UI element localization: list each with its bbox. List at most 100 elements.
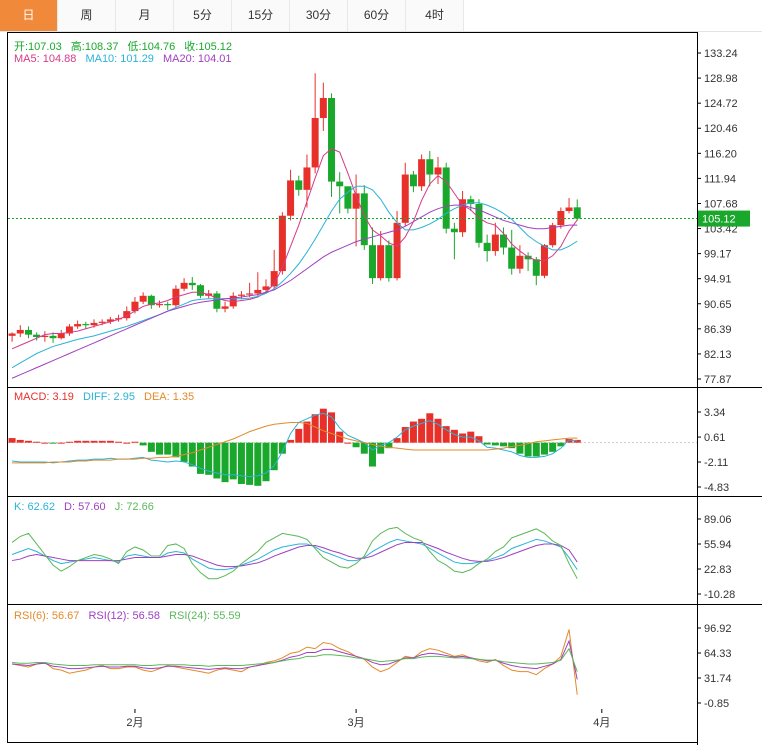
- candle-body: [287, 180, 295, 216]
- macd-bar: [385, 442, 393, 449]
- candle-body: [573, 207, 581, 219]
- candle-body: [33, 334, 41, 338]
- price-axis-label: 133.24: [704, 48, 738, 60]
- macd-bar: [401, 427, 409, 443]
- candle-body: [82, 324, 90, 326]
- macd-bar: [442, 426, 450, 443]
- d-value: D: 57.60: [64, 501, 106, 513]
- macd-legend: MACD: 3.19 DIFF: 2.95 DEA: 1.35: [14, 391, 200, 403]
- macd-bar: [360, 442, 368, 454]
- tab-7[interactable]: 4时: [406, 0, 464, 31]
- macd-bar: [540, 442, 548, 455]
- tab-6[interactable]: 60分: [348, 0, 406, 31]
- macd-bar: [434, 418, 442, 443]
- price-axis-label: 103.42: [704, 224, 738, 236]
- macd-bar: [483, 442, 491, 445]
- candle-body: [377, 245, 385, 279]
- rsi-axis-label: -0.85: [704, 698, 729, 710]
- candle-body: [401, 174, 409, 223]
- candle-body: [319, 97, 327, 118]
- candle-body: [393, 222, 401, 279]
- candle-body: [98, 321, 106, 323]
- candle-body: [270, 271, 278, 287]
- candle-body: [409, 174, 417, 187]
- x-tick-label: 4月: [593, 717, 610, 729]
- candle-body: [24, 329, 32, 335]
- stock-chart[interactable]: 133.24 128.98 124.72 120.46 116.20 111.94 107.…: [0, 31, 762, 745]
- price-axis-label: 116.20: [704, 148, 737, 160]
- period-tabs: 日周月 5分 15分 30分 60分 4时: [0, 0, 762, 32]
- macd-bar: [147, 442, 155, 452]
- macd-bar: [565, 438, 573, 443]
- rsi-axis-label: 64.33: [704, 648, 732, 660]
- ma10-line: [11, 185, 578, 369]
- macd-bar: [131, 441, 139, 443]
- macd-bar: [254, 442, 262, 486]
- tab-4[interactable]: 15分: [232, 0, 290, 31]
- candle-body: [475, 203, 483, 243]
- candle-body: [41, 335, 49, 338]
- ohlc-legend: 开:107.03 高:108.37 低:104.76 收:105.12: [14, 38, 238, 54]
- candle-body: [246, 293, 254, 295]
- candle-body: [188, 282, 196, 286]
- macd-bar: [336, 431, 344, 443]
- candle-body: [352, 193, 360, 209]
- macd-bar: [139, 442, 147, 446]
- candle-body: [90, 322, 98, 326]
- macd-bar: [319, 408, 327, 443]
- macd-axis-label: -2.11: [704, 457, 728, 469]
- ma-legend: MA5: 104.88 MA10: 101.29 MA20: 104.01: [14, 53, 238, 65]
- candle-body: [467, 199, 475, 204]
- candle-body: [16, 329, 24, 334]
- macd-bar: [393, 438, 401, 443]
- macd-bar: [368, 442, 376, 467]
- candle-body: [147, 295, 155, 306]
- rsi24-line: [12, 647, 578, 672]
- macd-bar: [57, 442, 65, 444]
- candle-body: [385, 245, 393, 279]
- macd-value: MACD: 3.19: [14, 391, 74, 403]
- candle-body: [278, 215, 286, 272]
- tab-1[interactable]: 周: [58, 0, 116, 31]
- tab-2[interactable]: 月: [116, 0, 174, 31]
- price-axis-label: 86.39: [704, 324, 732, 336]
- candle-body: [237, 294, 245, 296]
- macd-bar: [82, 440, 90, 443]
- price-axis-label: 77.87: [704, 374, 732, 386]
- macd-bar: [246, 442, 254, 485]
- candle-body: [196, 285, 204, 296]
- tab-3[interactable]: 5分: [174, 0, 232, 31]
- candle-body: [336, 181, 344, 187]
- macd-bar: [295, 428, 303, 443]
- dea-value: DEA: 1.35: [144, 391, 195, 403]
- high-value: 高:108.37: [70, 41, 119, 53]
- macd-bar: [196, 442, 204, 474]
- rsi12-value: RSI(12): 56.58: [88, 610, 161, 622]
- candle-body: [532, 259, 540, 276]
- macd-bar: [98, 440, 106, 443]
- rsi-axis-label: 31.74: [704, 673, 732, 685]
- macd-bar: [65, 441, 73, 443]
- candle-body: [524, 255, 532, 260]
- kdj-axis-label: 89.06: [704, 514, 732, 526]
- rsi6-value: RSI(6): 56.67: [14, 610, 80, 622]
- kdj-axis-label: 55.94: [704, 539, 732, 551]
- macd-bar: [532, 442, 540, 457]
- tab-5[interactable]: 30分: [290, 0, 348, 31]
- macd-bar: [549, 442, 557, 452]
- macd-bar: [303, 421, 311, 443]
- tab-0[interactable]: 日: [0, 0, 58, 31]
- candle-body: [360, 193, 368, 246]
- macd-bar: [16, 439, 24, 443]
- candle-body: [516, 255, 524, 269]
- rsi-axis-label: 96.92: [704, 623, 732, 635]
- candle-body: [262, 286, 270, 290]
- candle-body: [164, 304, 172, 306]
- candle-body: [426, 159, 434, 175]
- rsi-legend: RSI(6): 56.67 RSI(12): 56.58 RSI(24): 55…: [14, 610, 247, 622]
- candle-body: [491, 234, 499, 252]
- ma20-value: MA20: 104.01: [163, 53, 232, 65]
- macd-bar: [418, 418, 426, 443]
- candle-body: [74, 324, 82, 327]
- macd-bar: [491, 442, 499, 446]
